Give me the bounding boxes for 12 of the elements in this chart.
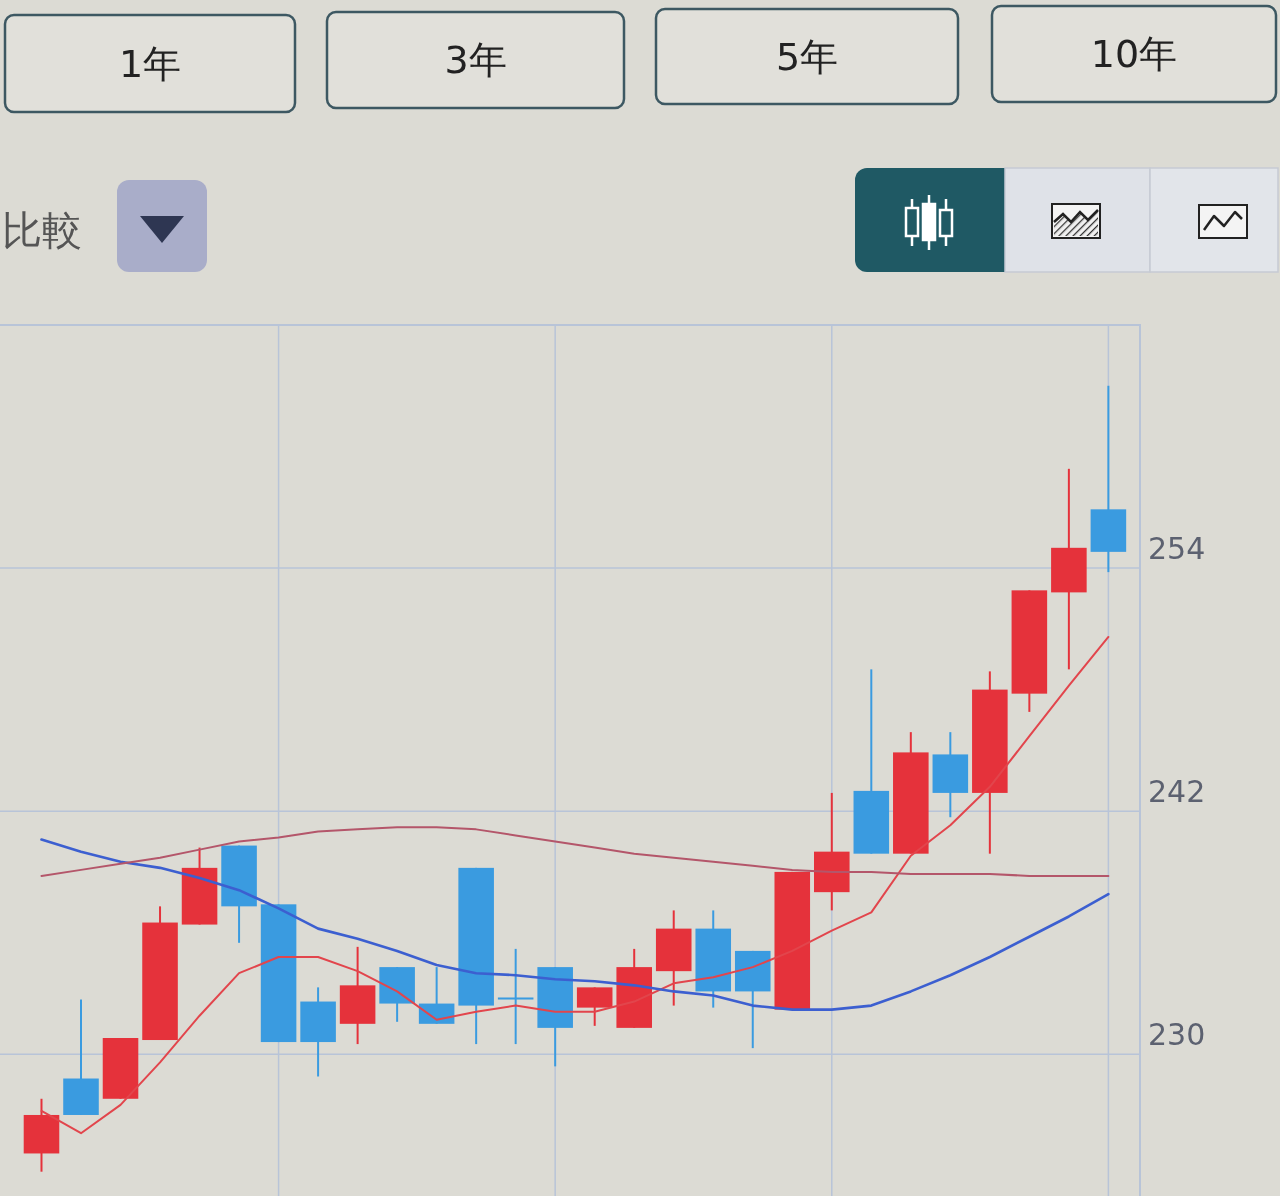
period-button[interactable]: 5年 (654, 7, 960, 106)
y-tick-label: 230 (1148, 1016, 1206, 1052)
y-tick-label: 242 (1148, 773, 1206, 809)
period-button[interactable]: 10年 (990, 4, 1278, 104)
period-button[interactable]: 1年 (3, 13, 297, 114)
toggle-button[interactable] (1004, 167, 1151, 273)
dropdown-button[interactable] (117, 180, 207, 272)
y-tick-label: 254 (1148, 530, 1206, 566)
toggle-button[interactable] (1149, 167, 1279, 273)
period-button[interactable]: 3年 (325, 10, 626, 110)
toggle-button[interactable] (855, 168, 1005, 272)
text: 比較 (2, 207, 82, 253)
